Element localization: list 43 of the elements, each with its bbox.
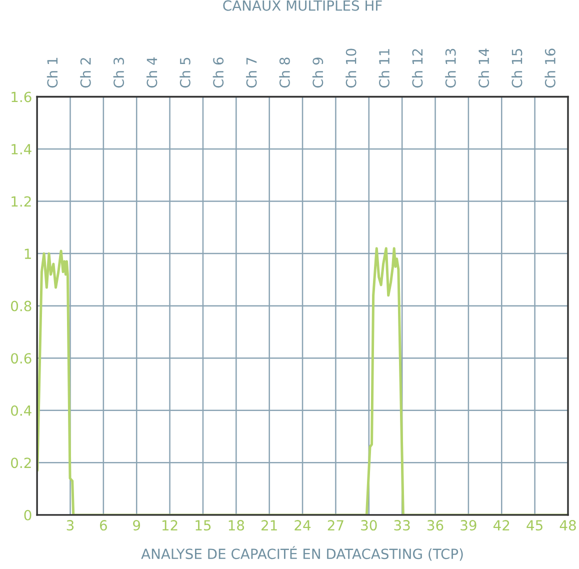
y-tick-label: 1.2 [12,196,31,207]
x-tick-label: 48 [560,520,576,531]
text: Ch 9 [312,58,324,88]
x-tick-label: 15 [196,520,211,531]
text: Ch 11 [378,49,390,88]
text: Ch 10 [346,48,356,88]
chart-title: CANAUX MULTIPLES HF [223,0,382,11]
x-tick-label: 3 [66,520,74,531]
x-tick-label: 45 [526,520,542,531]
x-tick-label: 30 [361,520,377,531]
text: Ch 6 [212,58,224,88]
x-tick-label: 12 [162,520,178,530]
text: Ch 13 [445,48,456,88]
x-tick-label: 36 [427,520,444,531]
y-tick-label: 0.2 [11,458,31,468]
y-tick-label: 0.8 [11,300,32,312]
text: Ch 5 [180,58,190,88]
x-tick-label: 6 [100,520,107,531]
x-tick-label: 33 [394,520,410,531]
x-tick-label: 24 [294,520,311,530]
x-axis-title: ANALYSE DE CAPACITÉ EN DATACASTING (TCP) [141,546,463,561]
y-tick-label: 0 [24,510,32,520]
text: Ch 16 [544,48,556,88]
text: Ch 7 [246,58,257,88]
text: Ch 3 [113,58,124,88]
x-tick-label: 9 [133,520,140,531]
text: Ch 15 [512,49,522,88]
y-tick-label: 0.6 [11,353,32,364]
x-tick-label: 18 [228,520,244,531]
y-tick-label: 0.4 [11,405,32,416]
x-tick-label: 27 [328,520,344,530]
y-tick-label: 1 [24,248,31,259]
text: Ch 2 [80,58,91,88]
y-tick-label: 1.6 [12,92,32,102]
text: Ch 8 [279,58,290,88]
x-tick-label: 39 [460,520,476,531]
x-tick-label: 42 [493,520,510,530]
text: Ch 1 [46,58,58,88]
text: Ch 14 [478,48,490,88]
text: Ch 12 [412,49,423,88]
text: Ch 4 [146,57,158,88]
x-tick-label: 21 [262,520,277,530]
y-tick-label: 1.4 [12,144,32,154]
